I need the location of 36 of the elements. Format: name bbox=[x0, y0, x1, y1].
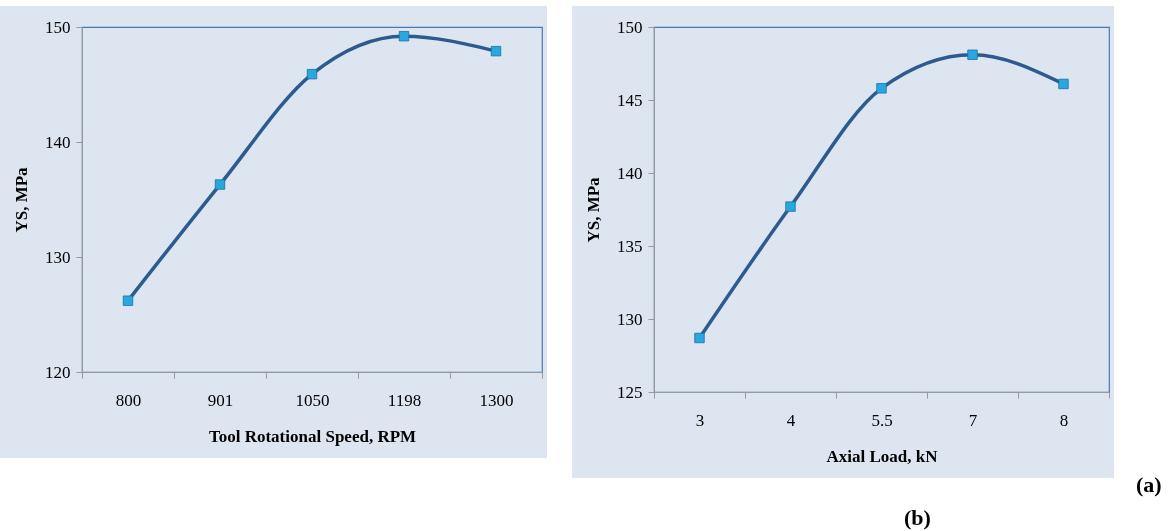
x-tick-label: 800 bbox=[115, 390, 142, 410]
point bbox=[122, 295, 134, 306]
x-tick-label: 1198 bbox=[387, 390, 422, 410]
y-tick-label: 140 bbox=[617, 163, 643, 183]
y-tick-label: 135 bbox=[617, 236, 643, 256]
point bbox=[490, 46, 502, 57]
point bbox=[214, 179, 226, 190]
x-tick-label: 5.5 bbox=[871, 410, 893, 430]
y-tick-label: 120 bbox=[45, 362, 71, 382]
y-tick-label: 140 bbox=[45, 132, 71, 152]
point bbox=[398, 31, 410, 42]
x-tick-label: 1050 bbox=[295, 390, 330, 410]
y-tick-label: 130 bbox=[45, 247, 71, 267]
x-axis-title: Tool Rotational Speed, RPM bbox=[208, 426, 417, 446]
text: (a) bbox=[1136, 472, 1162, 498]
x-tick-label: 7 bbox=[968, 410, 978, 430]
x-tick-label: 8 bbox=[1059, 410, 1069, 430]
point bbox=[967, 49, 978, 60]
x-tick-label: 901 bbox=[207, 390, 234, 410]
point bbox=[876, 83, 887, 94]
x-tick-label: 4 bbox=[786, 410, 796, 430]
x-axis-title: Axial Load, kN bbox=[826, 446, 939, 466]
y-axis-title: YS, MPa bbox=[12, 166, 31, 233]
y-tick-label: 130 bbox=[617, 309, 643, 329]
point bbox=[1058, 78, 1069, 90]
point bbox=[694, 332, 705, 344]
x-tick-label: 3 bbox=[695, 410, 705, 430]
text: (b) bbox=[904, 505, 931, 531]
y-tick-label: 145 bbox=[617, 90, 643, 110]
y-tick-label: 150 bbox=[45, 17, 71, 37]
point bbox=[785, 201, 796, 212]
y-tick-label: 125 bbox=[617, 382, 643, 402]
x-tick-label: 1300 bbox=[479, 390, 514, 410]
y-tick-label: 150 bbox=[617, 17, 643, 37]
point bbox=[306, 69, 318, 80]
y-axis-title: YS, MPa bbox=[584, 176, 603, 243]
